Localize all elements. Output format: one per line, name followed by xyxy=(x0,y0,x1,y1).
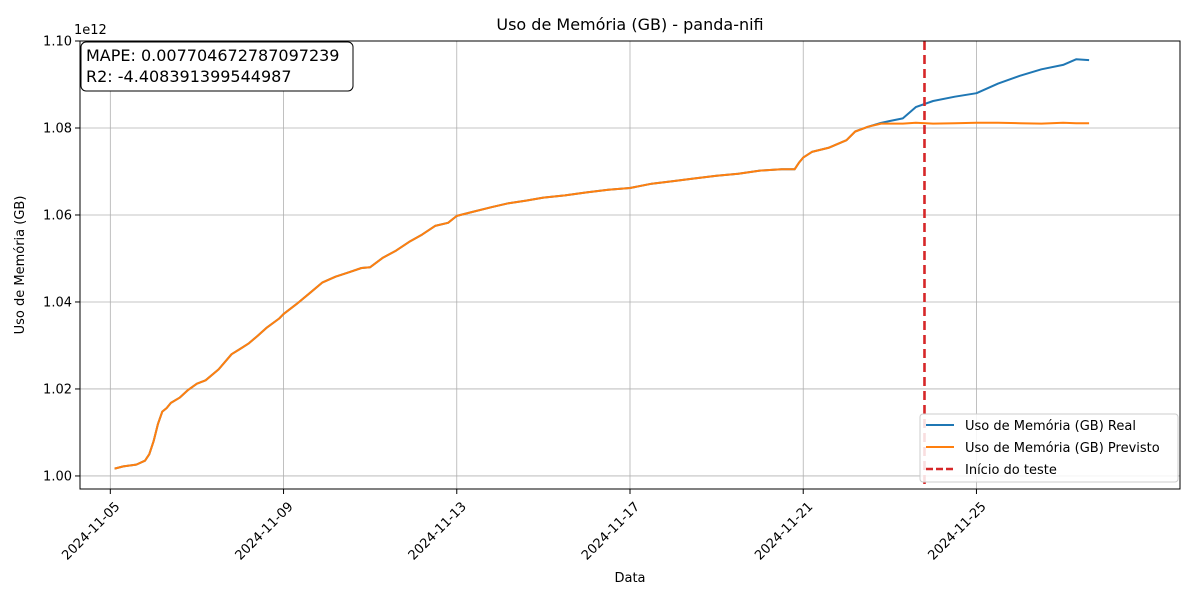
y-axis-label: Uso de Memória (GB) xyxy=(13,196,28,335)
legend-box xyxy=(919,413,1179,483)
x-axis-label: Data xyxy=(614,571,645,586)
r2-text: R2: -4.408391399544987 xyxy=(86,67,292,86)
y-scale-label: 1e12 xyxy=(74,23,107,38)
stats-annotation: MAPE: 0.007704672787097239 R2: -4.408391… xyxy=(80,41,354,92)
stats-box xyxy=(80,41,354,92)
chart-title: Uso de Memória (GB) - panda-nifi xyxy=(496,15,763,34)
y-tick-label: 1.08 xyxy=(43,121,72,136)
legend-label-test-start: Início do teste xyxy=(965,463,1057,478)
mape-text: MAPE: 0.007704672787097239 xyxy=(86,46,339,65)
y-tick-label: 1.06 xyxy=(43,208,72,223)
legend-label-predicted: Uso de Memória (GB) Previsto xyxy=(965,441,1160,456)
y-tick-label: 1.00 xyxy=(43,469,72,484)
series-line-predicted xyxy=(114,121,1090,470)
y-tick-label: 1.10 xyxy=(43,35,72,50)
legend: Uso de Memória (GB) Real Uso de Memória … xyxy=(919,413,1179,483)
series-lines xyxy=(114,58,1090,470)
legend-label-real: Uso de Memória (GB) Real xyxy=(965,419,1136,434)
y-tick-label: 1.02 xyxy=(43,382,72,397)
y-tick-label: 1.04 xyxy=(43,295,72,310)
